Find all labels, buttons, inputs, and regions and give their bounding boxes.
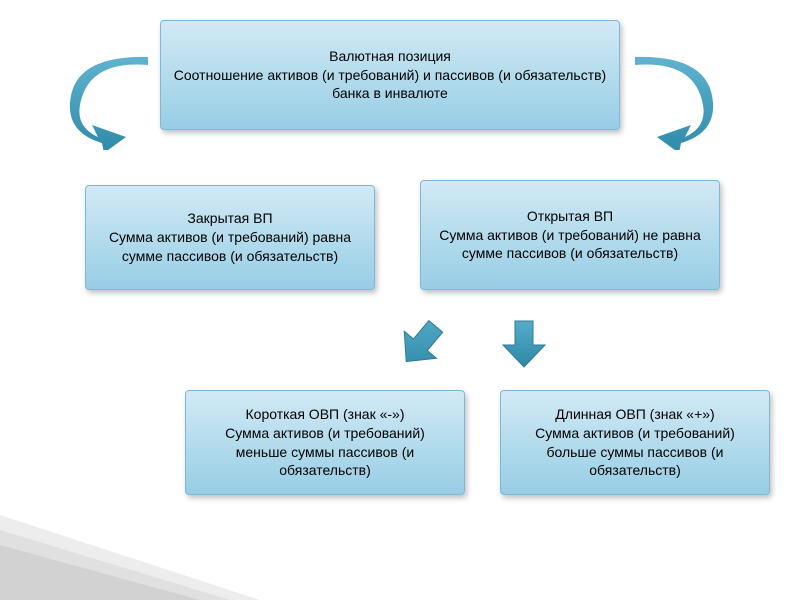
box-short: Короткая ОВП (знак «-») Сумма активов (и… [185,390,465,495]
block-arrow-to-long [495,315,553,373]
box-root-title: Валютная позиция [173,47,607,66]
box-root-body: Соотношение активов (и требований) и пас… [173,66,607,104]
box-closed-body: Сумма активов (и требований) равна сумме… [98,228,362,266]
box-closed: Закрытая ВП Сумма активов (и требований)… [85,185,375,290]
curved-arrow-left [68,55,158,150]
corner-decoration [0,480,260,600]
box-short-body: Сумма активов (и требований) меньше сумм… [198,424,452,481]
box-root: Валютная позиция Соотношение активов (и … [160,20,620,130]
box-short-title: Короткая ОВП (знак «-») [198,405,452,424]
box-closed-title: Закрытая ВП [98,209,362,228]
box-long-title: Длинная ОВП (знак «+») [513,405,757,424]
curved-arrow-right [625,55,715,150]
box-open-title: Открытая ВП [433,207,707,226]
box-open-body: Сумма активов (и требований) не равна су… [433,226,707,264]
block-arrow-to-short [392,315,450,373]
box-long-body: Сумма активов (и требований) больше сумм… [513,424,757,481]
box-open: Открытая ВП Сумма активов (и требований)… [420,180,720,290]
box-long: Длинная ОВП (знак «+») Сумма активов (и … [500,390,770,495]
